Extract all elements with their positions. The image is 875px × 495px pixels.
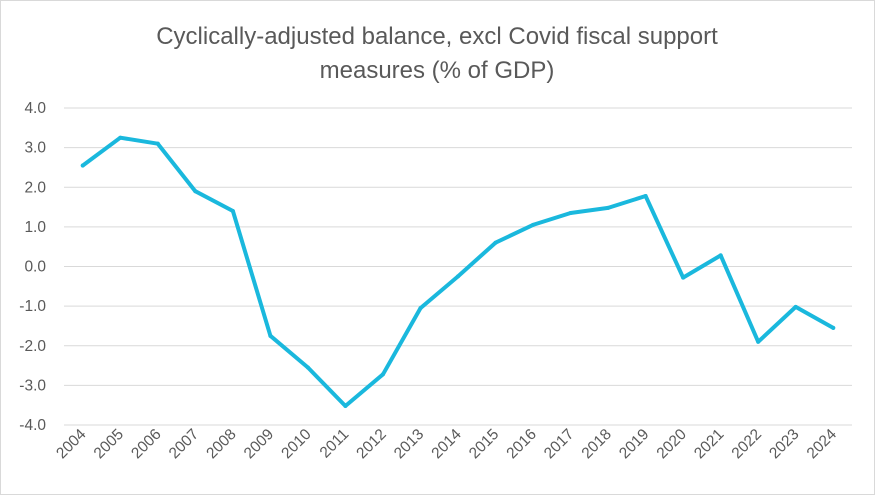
- data-point: [193, 189, 198, 194]
- y-tick-label: 3.0: [24, 140, 46, 157]
- data-point: [380, 372, 385, 377]
- data-point: [756, 339, 761, 344]
- y-tick-label: 0.0: [24, 259, 46, 276]
- x-tick-label: 2005: [91, 426, 127, 462]
- x-tick-label: 2015: [466, 426, 502, 462]
- data-point: [418, 306, 423, 311]
- x-tick-label: 2012: [353, 426, 389, 462]
- x-tick-label: 2023: [766, 426, 802, 462]
- data-point: [793, 304, 798, 309]
- data-point: [155, 141, 160, 146]
- data-point: [718, 253, 723, 258]
- x-tick-label: 2017: [541, 426, 577, 462]
- series-line: [80, 135, 836, 408]
- data-point: [456, 274, 460, 279]
- y-tick-label: 4.0: [24, 100, 46, 117]
- data-point: [831, 325, 836, 330]
- data-point: [118, 135, 123, 140]
- x-tick-label: 2021: [691, 426, 727, 462]
- data-point: [681, 275, 686, 280]
- x-tick-label: 2006: [128, 426, 164, 462]
- data-point: [493, 240, 498, 245]
- chart-title-line-2: measures (% of GDP): [320, 57, 555, 84]
- data-point: [568, 211, 573, 216]
- y-tick-label: -4.0: [19, 417, 46, 434]
- y-tick-label: 1.0: [24, 219, 46, 236]
- chart-title-line-1: Cyclically-adjusted balance, excl Covid …: [156, 23, 718, 50]
- x-tick-label: 2022: [729, 426, 765, 462]
- x-tick-label: 2004: [53, 426, 90, 463]
- y-tick-label: -2.0: [19, 338, 46, 355]
- data-point: [268, 333, 273, 338]
- x-tick-label: 2014: [428, 426, 465, 463]
- data-point: [343, 403, 348, 408]
- x-tick-label: 2007: [166, 426, 202, 462]
- data-point: [606, 205, 611, 210]
- data-point: [305, 365, 310, 370]
- y-tick-label: -3.0: [19, 377, 46, 394]
- x-tick-label: 2013: [391, 426, 427, 462]
- y-tick-label: -1.0: [19, 298, 46, 315]
- x-tick-label: 2019: [616, 426, 652, 462]
- data-point: [80, 163, 85, 168]
- data-point: [643, 193, 648, 198]
- x-tick-label: 2011: [317, 426, 353, 462]
- x-tick-label: 2018: [579, 426, 615, 462]
- x-tick-label: 2024: [804, 426, 841, 463]
- x-tick-label: 2020: [654, 426, 691, 463]
- x-tick-label: 2008: [203, 426, 239, 462]
- x-tick-label: 2016: [503, 426, 539, 462]
- x-tick-label: 2009: [241, 426, 277, 462]
- data-point: [230, 209, 235, 214]
- data-point: [531, 222, 536, 227]
- x-tick-label: 2010: [278, 426, 315, 463]
- y-tick-label: 2.0: [24, 179, 46, 196]
